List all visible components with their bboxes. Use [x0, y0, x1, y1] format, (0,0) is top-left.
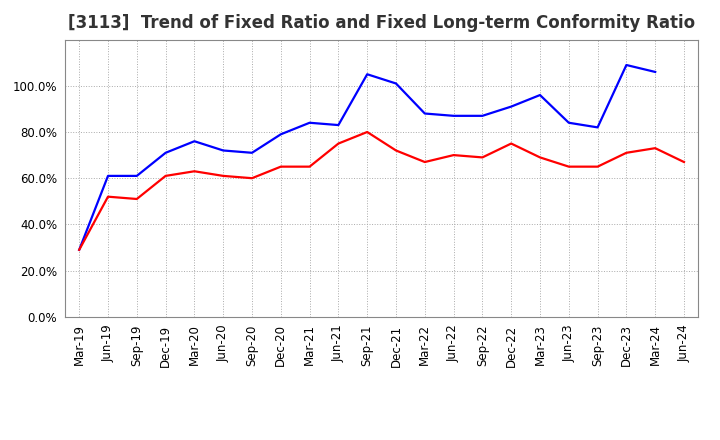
Fixed Ratio	[248, 150, 256, 155]
Fixed Ratio	[392, 81, 400, 86]
Fixed Long-term Conformity Ratio	[507, 141, 516, 146]
Fixed Long-term Conformity Ratio	[536, 155, 544, 160]
Fixed Long-term Conformity Ratio	[190, 169, 199, 174]
Fixed Long-term Conformity Ratio	[219, 173, 228, 179]
Fixed Ratio	[104, 173, 112, 179]
Fixed Long-term Conformity Ratio	[651, 146, 660, 151]
Fixed Ratio	[507, 104, 516, 109]
Fixed Long-term Conformity Ratio	[276, 164, 285, 169]
Fixed Ratio	[420, 111, 429, 116]
Fixed Long-term Conformity Ratio	[305, 164, 314, 169]
Fixed Long-term Conformity Ratio	[392, 148, 400, 153]
Fixed Ratio	[622, 62, 631, 68]
Fixed Long-term Conformity Ratio	[593, 164, 602, 169]
Fixed Ratio	[449, 113, 458, 118]
Fixed Ratio	[75, 247, 84, 253]
Fixed Long-term Conformity Ratio	[420, 159, 429, 165]
Fixed Long-term Conformity Ratio	[248, 176, 256, 181]
Fixed Long-term Conformity Ratio	[478, 155, 487, 160]
Fixed Long-term Conformity Ratio	[449, 152, 458, 158]
Fixed Long-term Conformity Ratio	[334, 141, 343, 146]
Fixed Long-term Conformity Ratio	[75, 247, 84, 253]
Fixed Ratio	[276, 132, 285, 137]
Fixed Ratio	[363, 72, 372, 77]
Line: Fixed Ratio: Fixed Ratio	[79, 65, 655, 250]
Fixed Ratio	[132, 173, 141, 179]
Fixed Ratio	[478, 113, 487, 118]
Fixed Long-term Conformity Ratio	[622, 150, 631, 155]
Fixed Long-term Conformity Ratio	[104, 194, 112, 199]
Title: [3113]  Trend of Fixed Ratio and Fixed Long-term Conformity Ratio: [3113] Trend of Fixed Ratio and Fixed Lo…	[68, 15, 696, 33]
Fixed Ratio	[334, 122, 343, 128]
Fixed Ratio	[305, 120, 314, 125]
Fixed Long-term Conformity Ratio	[132, 196, 141, 202]
Fixed Ratio	[651, 69, 660, 74]
Fixed Long-term Conformity Ratio	[363, 129, 372, 135]
Fixed Ratio	[161, 150, 170, 155]
Fixed Ratio	[564, 120, 573, 125]
Fixed Long-term Conformity Ratio	[564, 164, 573, 169]
Fixed Ratio	[593, 125, 602, 130]
Line: Fixed Long-term Conformity Ratio: Fixed Long-term Conformity Ratio	[79, 132, 684, 250]
Fixed Long-term Conformity Ratio	[680, 159, 688, 165]
Fixed Ratio	[190, 139, 199, 144]
Fixed Long-term Conformity Ratio	[161, 173, 170, 179]
Fixed Ratio	[219, 148, 228, 153]
Fixed Ratio	[536, 92, 544, 98]
